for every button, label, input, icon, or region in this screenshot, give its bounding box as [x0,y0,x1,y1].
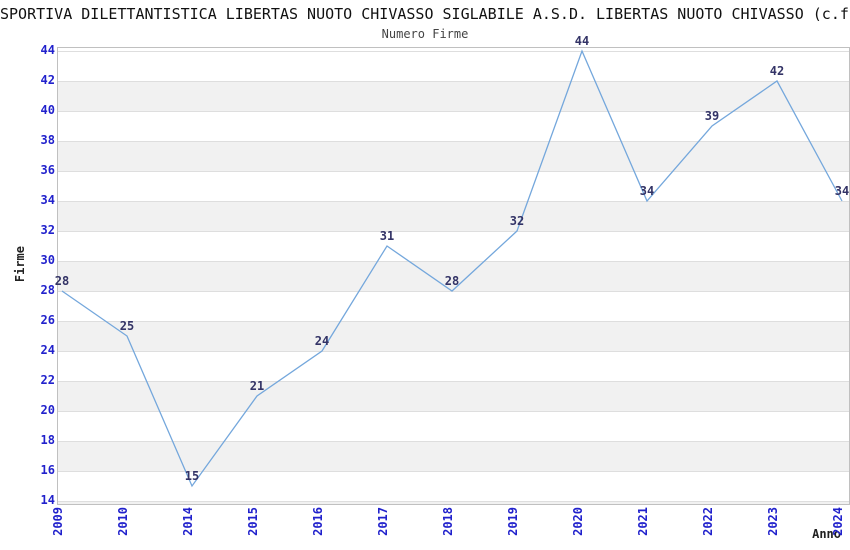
data-point-label: 31 [379,229,395,243]
y-tick-label: 34 [40,193,55,207]
plot-area: 28 25 15 21 24 31 28 32 44 34 39 42 34 [55,34,850,505]
y-tick-label: 32 [40,223,55,237]
x-tick-label: 2022 [701,507,715,536]
series-polyline [61,49,843,488]
x-tick-label: 2016 [311,507,325,536]
data-point-label: 25 [119,319,135,333]
data-point-label: 34 [834,184,850,198]
x-tick-label: 2017 [376,507,390,536]
data-point-label: 28 [444,274,460,288]
chart-subtitle: Numero Firme [381,27,469,41]
y-tick-label: 36 [40,163,55,177]
x-tick-label: 2009 [51,507,65,536]
y-tick-label: 20 [40,403,55,417]
plot-top-patch [58,48,849,51]
x-axis-title: Anno [812,527,841,541]
x-tick-label: 2024 [831,507,845,536]
data-point-label: 42 [769,64,785,78]
x-tick-label: 2014 [181,507,195,536]
x-tick-label: 2020 [571,507,585,536]
y-tick-label: 14 [40,493,55,507]
data-point-label: 28 [54,274,70,288]
data-point-label: 32 [509,214,525,228]
y-tick-label: 42 [40,73,55,87]
y-tick-label: 16 [40,463,55,477]
x-tick-label: 2015 [246,507,260,536]
x-tick-label: 2023 [766,507,780,536]
x-tick-label: 2019 [506,507,520,536]
y-tick-label: 22 [40,373,55,387]
y-tick-label: 38 [40,133,55,147]
data-point-label: 34 [639,184,655,198]
y-tick-label: 26 [40,313,55,327]
y-tick-label: 18 [40,433,55,447]
y-tick-label: 40 [40,103,55,117]
y-tick-label: 28 [40,283,55,297]
data-point-label: 44 [574,34,590,48]
y-tick-label: 44 [40,43,55,57]
y-tick-label: 30 [40,253,55,267]
data-point-label: 39 [704,109,720,123]
chart-title: SPORTIVA DILETTANTISTICA LIBERTAS NUOTO … [0,5,849,23]
x-tick-label: 2010 [116,507,130,536]
x-tick-label: 2018 [441,507,455,536]
line-series [61,49,843,488]
x-tick-label: 2021 [636,507,650,536]
data-point-label: 24 [314,334,330,348]
data-point-label: 15 [184,469,200,483]
data-point-label: 21 [249,379,265,393]
y-tick-label: 24 [40,343,55,357]
